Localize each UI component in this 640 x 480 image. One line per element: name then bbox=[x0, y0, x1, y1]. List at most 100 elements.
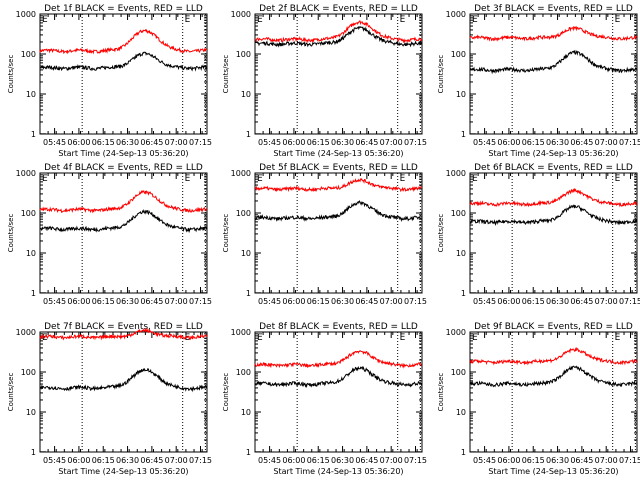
y-tick-label: 100 bbox=[236, 50, 251, 59]
events-series-line bbox=[254, 199, 422, 222]
panel-title: Det 7f BLACK = Events, RED = LLD bbox=[44, 322, 203, 332]
x-tick-label: 06:00 bbox=[282, 138, 305, 147]
marker-label: E bbox=[615, 15, 621, 25]
x-tick-label: 06:30 bbox=[546, 138, 569, 147]
y-tick-label: 100 bbox=[21, 368, 36, 377]
lld-series-line bbox=[469, 25, 638, 42]
y-tick-label: 10 bbox=[456, 408, 466, 417]
x-tick-label: 07:15 bbox=[189, 138, 212, 147]
y-tick-label: 100 bbox=[451, 209, 466, 218]
x-tick-label: 06:30 bbox=[331, 297, 354, 306]
x-tick-label: 07:15 bbox=[404, 138, 427, 147]
x-tick-label: 05:45 bbox=[258, 456, 281, 465]
marker-label: E bbox=[42, 333, 48, 343]
x-tick-label: 06:15 bbox=[522, 456, 545, 465]
marker-label: E bbox=[257, 333, 263, 343]
x-tick-label: 06:00 bbox=[67, 138, 90, 147]
x-tick-label: 06:15 bbox=[307, 297, 330, 306]
x-tick-label: 06:30 bbox=[116, 456, 139, 465]
plot-frame bbox=[254, 331, 423, 453]
events-series-line bbox=[39, 209, 208, 234]
y-tick-label: 1000 bbox=[16, 169, 36, 178]
marker-label: E bbox=[185, 333, 191, 343]
x-tick-label: 07:00 bbox=[165, 456, 188, 465]
panel-title: Det 6f BLACK = Events, RED = LLD bbox=[474, 163, 633, 173]
panel-det-2: Det 2f BLACK = Events, RED = LLD 1 10 100 10… bbox=[222, 4, 427, 158]
y-tick-label: 1 bbox=[246, 448, 251, 457]
y-axis-label: Counts/sec bbox=[222, 55, 230, 94]
marker-label: E bbox=[42, 15, 48, 25]
panel-det-1: Det 1f BLACK = Events, RED = LLD 1 10 100 10… bbox=[7, 4, 212, 158]
x-tick-label: 06:45 bbox=[355, 456, 378, 465]
x-tick-label: 06:15 bbox=[307, 456, 330, 465]
x-tick-label: 06:00 bbox=[497, 456, 520, 465]
events-series-line bbox=[469, 204, 638, 226]
y-tick-label: 10 bbox=[456, 90, 466, 99]
x-tick-label: 07:00 bbox=[595, 456, 618, 465]
y-tick-label: 10 bbox=[26, 90, 36, 99]
y-tick-label: 100 bbox=[451, 50, 466, 59]
y-tick-label: 100 bbox=[236, 368, 251, 377]
lld-series-line bbox=[254, 350, 422, 369]
x-tick-label: 07:00 bbox=[165, 138, 188, 147]
y-tick-label: 1000 bbox=[446, 328, 466, 337]
x-tick-label: 07:00 bbox=[595, 297, 618, 306]
x-tick-label: 06:15 bbox=[92, 138, 115, 147]
x-tick-label: 05:45 bbox=[43, 138, 66, 147]
x-tick-label: 07:15 bbox=[189, 456, 212, 465]
panel-title: Det 4f BLACK = Events, RED = LLD bbox=[44, 163, 203, 173]
x-tick-label: 05:45 bbox=[43, 297, 66, 306]
y-tick-label: 100 bbox=[21, 50, 36, 59]
panel-det-4: Det 4f BLACK = Events, RED = LLD 1 10 100 10… bbox=[7, 163, 212, 306]
plot-frame bbox=[254, 172, 423, 294]
x-tick-label: 06:30 bbox=[116, 297, 139, 306]
x-axis-label: Start Time (24-Sep-13 05:36:20) bbox=[488, 149, 618, 158]
panel-title: Det 3f BLACK = Events, RED = LLD bbox=[474, 4, 633, 14]
events-series-line bbox=[39, 367, 208, 393]
x-tick-label: 06:45 bbox=[140, 297, 163, 306]
y-axis-label: Counts/sec bbox=[222, 214, 230, 253]
marker-label: E bbox=[257, 15, 263, 25]
x-tick-label: 07:15 bbox=[619, 456, 640, 465]
y-tick-label: 1 bbox=[246, 289, 251, 298]
x-tick-label: 06:15 bbox=[92, 456, 115, 465]
y-tick-label: 1 bbox=[31, 130, 36, 139]
x-tick-label: 05:45 bbox=[473, 138, 496, 147]
panel-det-5: Det 5f BLACK = Events, RED = LLD 1 10 100 10… bbox=[222, 163, 427, 306]
y-tick-label: 100 bbox=[21, 209, 36, 218]
y-tick-label: 1000 bbox=[231, 328, 251, 337]
plot-frame bbox=[39, 331, 208, 453]
x-tick-label: 07:00 bbox=[165, 297, 188, 306]
panel-title: Det 8f BLACK = Events, RED = LLD bbox=[259, 322, 418, 332]
x-tick-label: 06:15 bbox=[522, 138, 545, 147]
x-tick-label: 06:00 bbox=[497, 138, 520, 147]
x-tick-label: 06:45 bbox=[570, 138, 593, 147]
y-tick-label: 1 bbox=[461, 130, 466, 139]
y-tick-label: 1000 bbox=[231, 10, 251, 19]
y-tick-label: 1 bbox=[31, 289, 36, 298]
y-tick-label: 1000 bbox=[446, 10, 466, 19]
panel-det-3: Det 3f BLACK = Events, RED = LLD 1 10 100 10… bbox=[437, 4, 640, 158]
events-series-line bbox=[470, 365, 638, 388]
x-tick-label: 05:45 bbox=[473, 297, 496, 306]
marker-label: E bbox=[615, 333, 621, 343]
x-tick-label: 07:00 bbox=[380, 456, 403, 465]
marker-label: E bbox=[472, 15, 478, 25]
x-tick-label: 07:15 bbox=[404, 297, 427, 306]
x-tick-label: 06:30 bbox=[331, 456, 354, 465]
plot-frame bbox=[469, 13, 638, 135]
x-tick-label: 06:00 bbox=[282, 297, 305, 306]
x-tick-label: 06:00 bbox=[497, 297, 520, 306]
x-tick-label: 07:00 bbox=[380, 138, 403, 147]
x-tick-label: 06:00 bbox=[67, 297, 90, 306]
y-axis-label: Counts/sec bbox=[7, 373, 15, 412]
x-tick-label: 05:45 bbox=[473, 456, 496, 465]
x-tick-label: 05:45 bbox=[258, 297, 281, 306]
plot-frame bbox=[254, 13, 423, 135]
lld-series-line bbox=[255, 20, 423, 44]
marker-label: E bbox=[400, 333, 406, 343]
y-axis-label: Counts/sec bbox=[7, 55, 15, 94]
panel-title: Det 9f BLACK = Events, RED = LLD bbox=[474, 322, 633, 332]
plot-frame bbox=[469, 172, 638, 294]
